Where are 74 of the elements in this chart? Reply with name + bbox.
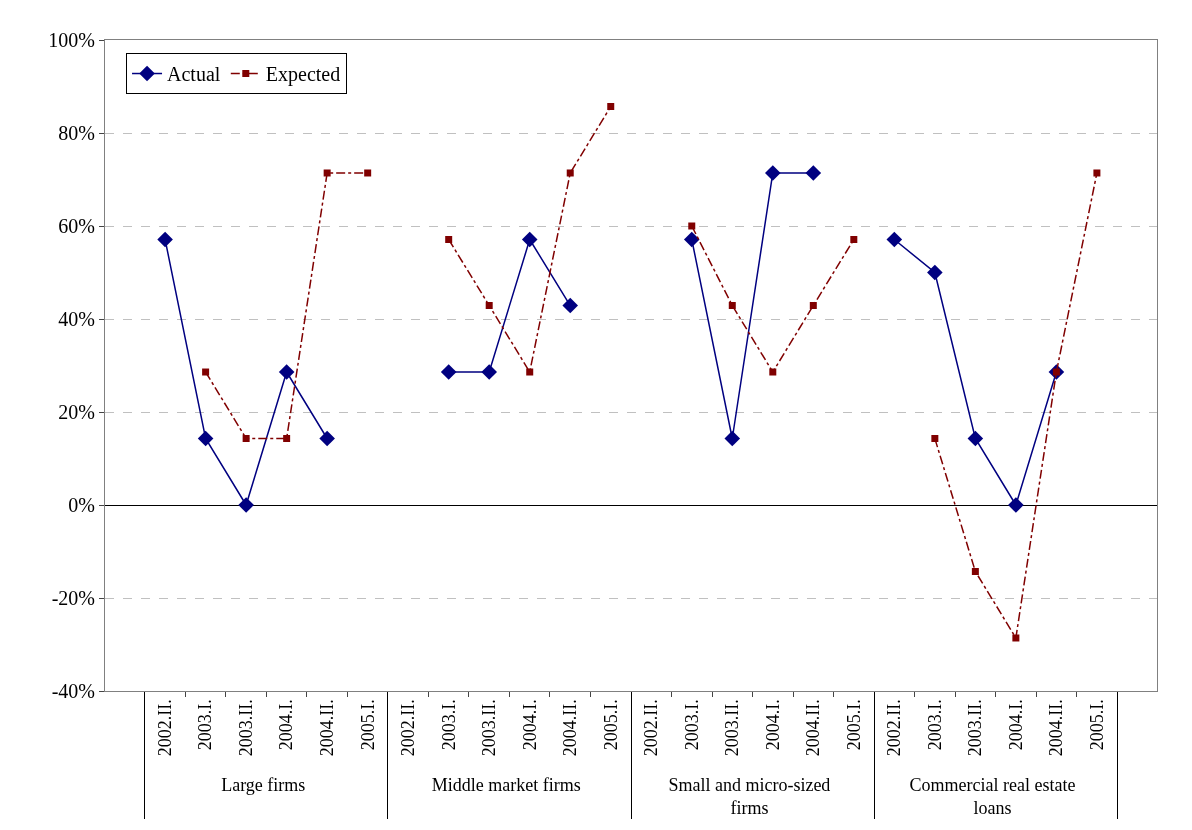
y-tick-label: 100% <box>48 29 95 51</box>
point <box>485 302 493 310</box>
x-tick-label: 2003.II. <box>965 699 986 757</box>
x-tick-label: 2005.I. <box>600 699 621 751</box>
y-tick-label: 60% <box>58 215 95 237</box>
point <box>765 165 781 181</box>
point <box>607 103 615 110</box>
text: Small and micro-sized firms <box>668 774 831 818</box>
legend-label: Expected <box>265 63 341 87</box>
y-tick-label: 0% <box>68 494 95 516</box>
point <box>1012 634 1020 642</box>
point <box>724 430 741 447</box>
x-tick-label: 2005.I. <box>1086 699 1107 751</box>
point <box>323 169 331 177</box>
point <box>1093 169 1101 177</box>
point <box>809 302 817 310</box>
point <box>521 231 538 248</box>
y-tick-label: -20% <box>51 587 95 609</box>
point <box>242 435 250 443</box>
point <box>481 364 497 380</box>
x-tick-label: 2005.I. <box>843 699 864 751</box>
x-tick-label: 2003.II. <box>479 699 500 757</box>
x-tick-label: 2005.I. <box>357 699 378 751</box>
point <box>197 430 214 447</box>
point <box>971 568 979 575</box>
x-tick-label: 2004.I. <box>762 699 783 751</box>
x-tick-label: 2004.I. <box>276 699 297 751</box>
text: Middle market firms <box>431 774 581 795</box>
x-tick-label: 2004.II. <box>1046 699 1067 757</box>
x-tick-label: 2004.I. <box>519 699 540 751</box>
x-tick-label: 2004.II. <box>317 699 337 757</box>
point <box>566 169 574 177</box>
point <box>319 430 335 447</box>
point <box>688 222 696 230</box>
x-tick-label: 2004.I. <box>1005 699 1026 751</box>
x-tick-label: 2004.II. <box>560 699 581 757</box>
point <box>1008 497 1024 513</box>
point <box>445 235 453 243</box>
point <box>728 302 736 310</box>
y-tick-label: 40% <box>58 308 95 330</box>
point <box>364 169 372 177</box>
point <box>769 368 777 376</box>
point <box>927 264 943 281</box>
x-tick-label: 2002.II. <box>154 699 175 757</box>
legend-label: Actual <box>167 63 221 86</box>
point <box>683 231 700 248</box>
y-tick-label: -40% <box>51 680 95 702</box>
point <box>850 235 858 243</box>
point <box>278 364 295 380</box>
point <box>931 435 939 443</box>
x-tick-label: 2002.II. <box>884 699 905 757</box>
point <box>886 231 903 248</box>
y-tick-label: 20% <box>58 401 95 423</box>
point <box>526 368 534 376</box>
x-tick-label: 2003.II. <box>722 699 743 757</box>
x-tick-label: 2003.I. <box>195 699 216 751</box>
point <box>202 368 210 376</box>
point <box>562 297 579 314</box>
x-tick-label: 2003.II. <box>235 699 256 757</box>
point <box>283 435 291 443</box>
point <box>440 364 457 380</box>
text: Large firms <box>221 774 306 795</box>
x-tick-label: 2002.II. <box>398 699 419 757</box>
point <box>967 430 984 447</box>
x-tick-label: 2002.II. <box>641 699 662 757</box>
point <box>805 165 822 181</box>
point <box>238 497 254 513</box>
x-tick-label: 2003.I. <box>681 699 702 751</box>
x-tick-label: 2003.I. <box>438 699 459 751</box>
point <box>157 231 173 248</box>
x-tick-label: 2003.I. <box>924 699 945 751</box>
text: Commercial real estate loans <box>909 774 1076 818</box>
x-tick-label: 2004.II. <box>803 699 824 757</box>
y-tick-label: 80% <box>58 122 95 144</box>
